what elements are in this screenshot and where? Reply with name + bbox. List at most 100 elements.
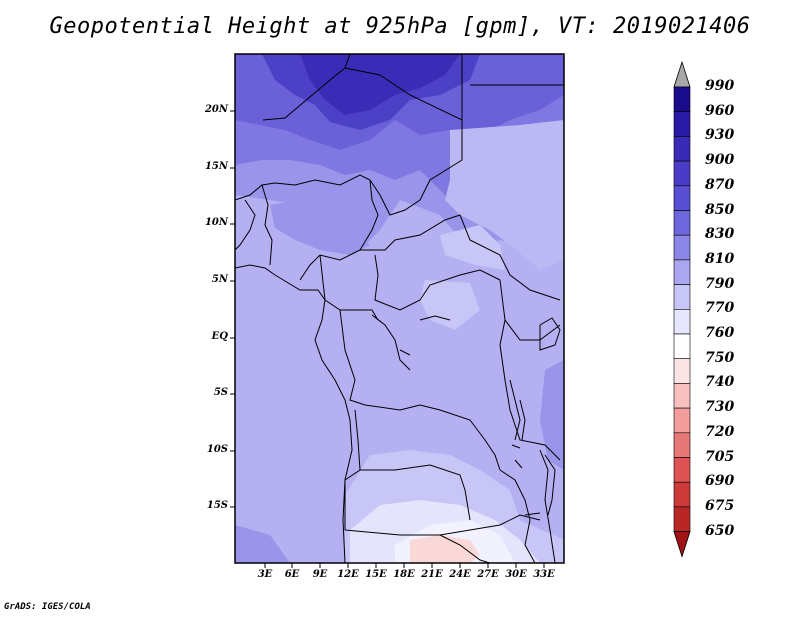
river-segment [399, 349, 411, 356]
lat-label: 5N [211, 274, 228, 285]
lon-label: 15E [365, 569, 387, 580]
colorbar-swatch [673, 407, 691, 434]
colorbar-top-arrow [673, 60, 691, 88]
lon-label: 18E [393, 569, 415, 580]
border-segment [369, 120, 463, 216]
colorbar-swatch [673, 333, 691, 360]
lon-label: 27E [477, 569, 499, 580]
colorbar-swatch [673, 210, 691, 236]
map-title: Geopotential Height at 925hPa [gpm], VT:… [49, 14, 751, 39]
lat-label: 15S [206, 500, 228, 511]
colorbar-label: 770 [705, 300, 735, 317]
colorbar-label: 960 [705, 102, 735, 119]
colorbar-swatch [673, 234, 691, 261]
colorbar-label: 760 [705, 325, 735, 341]
lon-label: 33E [533, 569, 555, 580]
lake-malawi [544, 454, 556, 516]
colorbar-label: 730 [705, 399, 735, 416]
colorbar-label: 675 [705, 497, 735, 514]
colorbar-swatch [673, 308, 691, 335]
colorbar-label: 900 [705, 152, 735, 169]
border-segment [360, 214, 561, 301]
colorbar-label: 750 [705, 349, 735, 366]
colorbar-swatch [673, 259, 691, 285]
colorbar-swatch [673, 136, 691, 162]
field-790-north-central [440, 225, 505, 270]
lat-label: 10S [206, 444, 228, 455]
colorbar-label: 720 [705, 423, 735, 440]
field-830-nigeria [270, 200, 370, 255]
lon-label: 24E [449, 569, 471, 580]
lon-label: 12E [337, 569, 359, 580]
country-borders [235, 54, 564, 563]
geopotential-field [235, 54, 564, 563]
colorbar-swatch [673, 383, 691, 409]
river-segment [511, 444, 521, 449]
colorbar-swatch [673, 506, 691, 532]
field-930 [300, 54, 460, 115]
colorbar [673, 60, 691, 558]
colorbar-label: 790 [705, 275, 735, 292]
colorbar-swatch [673, 432, 691, 458]
field-750 [410, 535, 480, 563]
colorbar-swatch [673, 457, 691, 483]
lake-victoria [539, 317, 561, 351]
lon-label: 3E [257, 569, 273, 580]
colorbar-swatch [673, 358, 691, 384]
colorbar-label: 650 [705, 522, 735, 539]
border-segment [374, 254, 501, 311]
field-800-northeast [445, 120, 564, 270]
lon-label: 9E [312, 569, 328, 580]
border-segment [539, 449, 556, 563]
grads-credit: GrADS: IGES/COLA [4, 602, 91, 612]
colorbar-label: 870 [705, 176, 735, 193]
colorbar-swatch [673, 284, 691, 310]
colorbar-label: 705 [705, 448, 735, 465]
border-segment [419, 404, 501, 471]
colorbar-label: 690 [705, 473, 735, 490]
border-segment [439, 534, 491, 563]
lat-ticks [230, 110, 235, 508]
lat-label: 10N [204, 217, 228, 228]
border-segment [235, 199, 256, 251]
colorbar-bottom-arrow [673, 531, 691, 558]
lake-tanganyika [509, 379, 521, 441]
border-segment [262, 54, 351, 121]
colorbar-label: 930 [705, 127, 735, 144]
border-segment [499, 279, 561, 341]
colorbar-label: 850 [705, 201, 735, 218]
colorbar-swatch [673, 160, 691, 187]
lat-label: 15N [204, 161, 228, 172]
border-segment [499, 319, 561, 461]
border-segment [371, 314, 411, 371]
field-830-southwest [235, 525, 290, 563]
lon-label: 21E [421, 569, 443, 580]
border-segment [339, 309, 421, 411]
colorbar-swatch [673, 481, 691, 508]
river-segment [514, 459, 523, 469]
lon-label: 6E [284, 569, 300, 580]
map-frame [234, 53, 565, 564]
colorbar-label: 830 [705, 226, 735, 243]
lat-label: EQ [211, 331, 228, 342]
border-segment [499, 469, 536, 563]
colorbar-swatch [673, 111, 691, 137]
colorbar-label: 740 [705, 374, 735, 391]
border-segment [235, 174, 371, 201]
colorbar-swatch [673, 86, 691, 113]
colorbar-label: 990 [705, 78, 735, 94]
field-790-central [420, 280, 480, 330]
lat-label: 5S [213, 387, 228, 398]
field-830-east [540, 360, 564, 470]
lake-tanganyika [519, 399, 526, 441]
coastline [274, 274, 353, 563]
lon-label: 30E [505, 569, 527, 580]
border-segment [344, 514, 541, 536]
lon-ticks [264, 563, 545, 568]
river-segment [524, 512, 541, 516]
river-segment [419, 315, 451, 321]
border-segment [360, 464, 471, 521]
colorbar-label: 810 [705, 250, 735, 267]
border-segment [261, 184, 273, 266]
